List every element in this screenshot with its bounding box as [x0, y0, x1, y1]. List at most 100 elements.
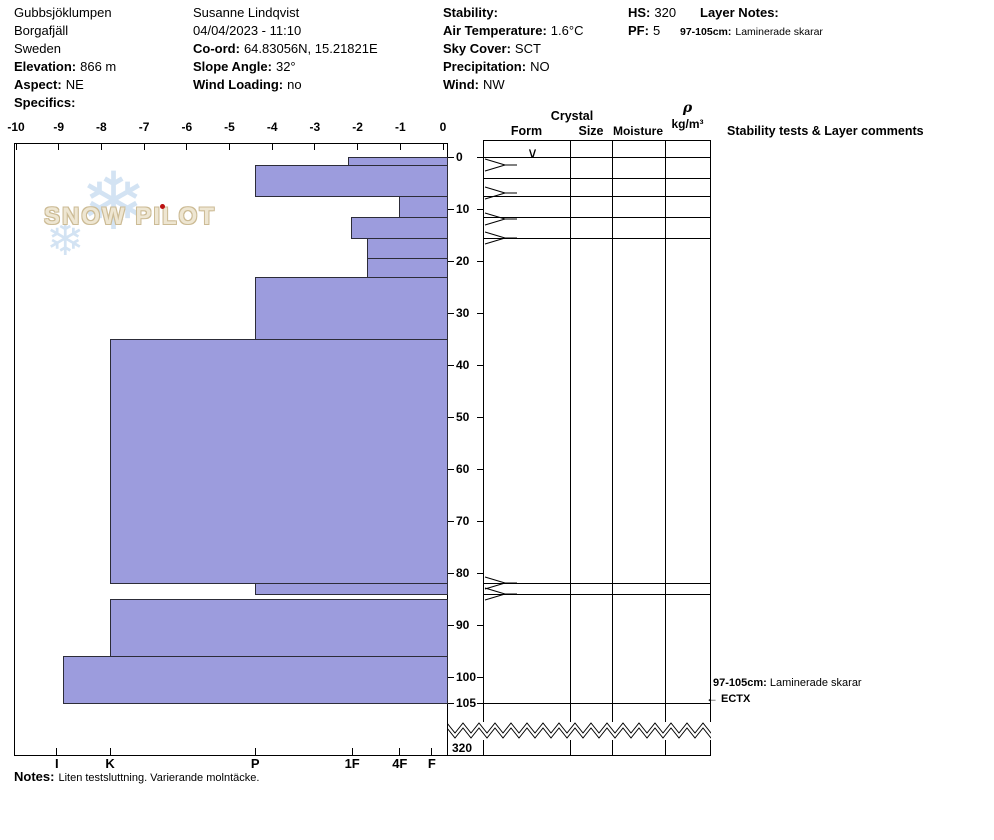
depth-axis-tick [477, 156, 483, 158]
logo-text: SNOW PILOT [44, 203, 216, 230]
chart-top-border [14, 143, 448, 144]
hardness-axis-label: I [55, 756, 59, 771]
panel-col-stub [710, 740, 711, 755]
slope-angle: Slope Angle: 32° [193, 59, 296, 74]
wind-value: NW [482, 77, 505, 92]
layer-notes-title: Layer Notes: [700, 5, 779, 20]
layer-comment-range: 97-105cm: [713, 676, 767, 689]
grain-form-tie-mark [484, 212, 517, 226]
precipitation-value: NO [530, 59, 550, 74]
snow-layer-bar [62, 656, 448, 704]
observation-datetime: 04/04/2023 - 11:10 [193, 23, 302, 38]
chart-left-border [14, 143, 15, 756]
snow-layer-bar [366, 237, 448, 260]
depth-axis-tick [447, 312, 454, 314]
depth-axis-tick [477, 702, 483, 704]
hardness-axis-tick [399, 748, 401, 755]
layer-comment-annotation: 97-105cm: Laminerade skarar [713, 677, 862, 690]
stability-test-annotation: ← ECTX [706, 692, 750, 706]
temp-axis-tick [15, 143, 17, 150]
snow-layer-bar [110, 339, 448, 585]
density-units-header: kg/m³ [671, 117, 704, 131]
air-temp-value: 1.6°C [550, 23, 584, 38]
slope-angle-label: Slope Angle: [193, 59, 272, 74]
temp-axis-label: -5 [224, 120, 235, 134]
snow-layer-bar [255, 276, 448, 340]
layer-boundary-line [483, 593, 710, 595]
depth-axis-tick [477, 676, 483, 678]
depth-axis-tick [447, 156, 454, 158]
panel-col-line-size-moisture [612, 140, 613, 722]
depth-axis-label: 80 [456, 566, 470, 580]
comments-column-header: Stability tests & Layer comments [727, 124, 924, 138]
depth-axis-label: 60 [456, 462, 470, 476]
depth-axis-tick [447, 260, 454, 262]
panel-col-line-density-right [710, 140, 711, 722]
hardness-axis-label: F [427, 756, 436, 771]
temp-axis-tick [314, 143, 316, 150]
panel-header-line [483, 140, 711, 141]
depth-axis-label: 20 [456, 254, 470, 268]
temp-axis-tick [186, 143, 188, 150]
moisture-column-header: Moisture [612, 124, 663, 138]
depth-axis-label: 0 [456, 150, 463, 164]
layer-notes-range: 97-105cm: [680, 26, 732, 38]
site-specifics: Specifics: [14, 95, 75, 110]
temp-axis-label: -8 [96, 120, 107, 134]
air-temperature: Air Temperature: 1.6°C [443, 23, 583, 38]
aspect-value: NE [65, 77, 84, 92]
depth-axis-tick [477, 364, 483, 366]
temp-axis-tick [229, 143, 230, 150]
hardness-axis-label: 1F [344, 756, 360, 771]
panel-col-stub [665, 740, 666, 755]
air-temp-label: Air Temperature: [443, 23, 547, 38]
snow-layer-bar [255, 583, 448, 595]
grain-form-tie-mark [484, 158, 517, 172]
layer-boundary-line [483, 703, 710, 704]
depth-axis-tick [477, 260, 483, 262]
depth-axis-tick [477, 468, 483, 470]
temp-axis-tick [58, 143, 60, 150]
pf-value: 5 [652, 23, 661, 38]
wind: Wind: NW [443, 77, 505, 92]
grain-form-symbol: ∨ [527, 144, 538, 162]
wind-label: Wind: [443, 77, 479, 92]
depth-break-label: 320 [452, 741, 473, 755]
coord-label: Co-ord: [193, 41, 240, 56]
aspect-label: Aspect: [14, 77, 62, 92]
depth-axis-tick [447, 702, 454, 704]
logo-red-dot-icon [160, 204, 165, 209]
layer-boundary-line [483, 196, 710, 197]
temp-axis-tick [399, 143, 401, 150]
size-column-header: Size [578, 124, 604, 138]
hardness-axis-tick [254, 748, 256, 755]
notes-text: Liten testsluttning. Varierande molntäck… [58, 772, 260, 784]
form-column-header: Form [510, 124, 543, 138]
temp-axis-tick [143, 143, 145, 150]
site-country: Sweden [14, 41, 61, 56]
temp-axis-tick [442, 143, 444, 150]
snowpilot-logo: ❄ ❄ SNOW PILOT [40, 162, 250, 278]
hardness-axis-label: 4F [392, 756, 408, 771]
hardness-axis-tick [56, 748, 58, 755]
depth-axis-label: 105 [456, 696, 477, 710]
temp-axis-label: -3 [309, 120, 321, 134]
precipitation-label: Precipitation: [443, 59, 527, 74]
depth-axis-tick [447, 624, 454, 626]
temp-axis-label: -10 [7, 120, 25, 134]
snow-layer-bar [350, 216, 448, 239]
density-symbol-header: ρ [682, 100, 693, 116]
snow-layer-bar [398, 196, 448, 218]
hardness-axis-tick [431, 748, 433, 755]
layer-boundary-line [483, 177, 710, 179]
snow-layer-bar [110, 599, 448, 658]
snowflake-icon: ❄ [46, 213, 85, 265]
depth-axis-tick [447, 416, 454, 418]
depth-axis-label: 30 [456, 306, 470, 320]
depth-axis-tick [477, 520, 483, 522]
hardness-axis-label: P [250, 756, 260, 771]
test-arrow-icon: ← [706, 691, 718, 706]
grain-form-tie-mark [484, 587, 517, 601]
temp-axis-tick [357, 143, 359, 150]
